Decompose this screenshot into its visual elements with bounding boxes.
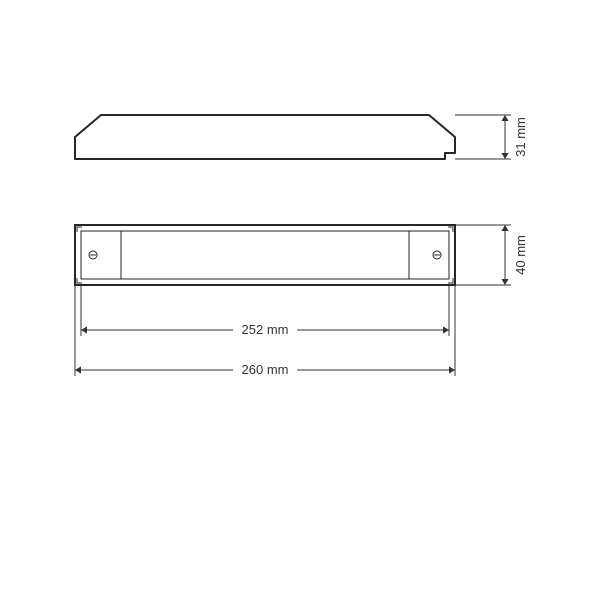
dim-label-height_top: 40 mm [513, 235, 528, 275]
technical-drawing: 31 mm 40 mm 252 mm 260 mm [0, 0, 600, 600]
side-view-outline [75, 115, 455, 159]
dim-label-width_outer: 260 mm [242, 362, 289, 377]
top-view-outer [75, 225, 455, 285]
dim-label-width_inner: 252 mm [242, 322, 289, 337]
dim-label-height_side: 31 mm [513, 117, 528, 157]
